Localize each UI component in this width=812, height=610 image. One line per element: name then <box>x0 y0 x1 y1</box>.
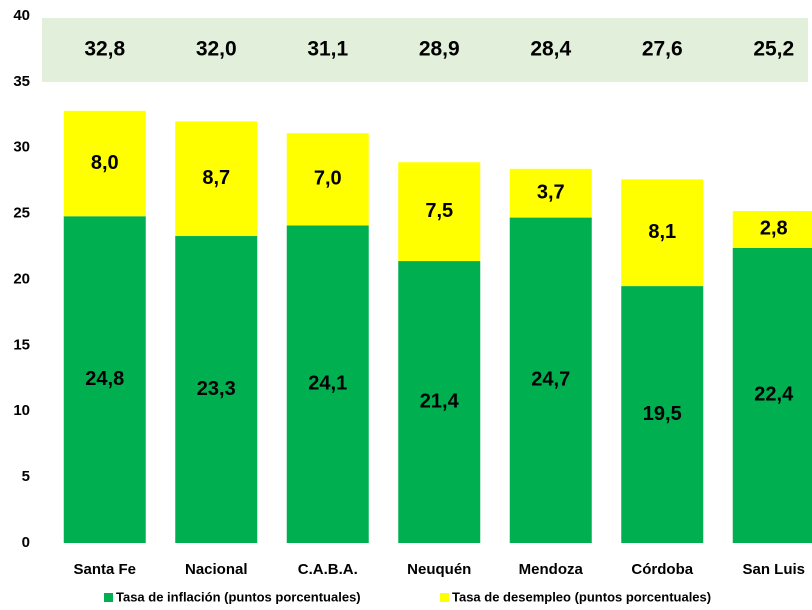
total-label: 28,4 <box>530 38 571 61</box>
y-tick-label: 0 <box>22 534 30 551</box>
bar-segment <box>732 247 812 543</box>
value-label: 7,5 <box>425 200 453 222</box>
bar-segment <box>621 179 704 287</box>
value-label: 23,3 <box>197 378 236 400</box>
total-label: 32,0 <box>196 38 237 61</box>
total-label: 32,8 <box>84 38 125 61</box>
value-label: 24,8 <box>85 368 124 390</box>
x-tick-label: C.A.B.A. <box>298 561 358 578</box>
value-label: 22,4 <box>754 384 794 406</box>
legend-swatch <box>440 593 449 602</box>
bar-segment <box>286 225 369 544</box>
x-tick-label: Nacional <box>185 561 248 578</box>
bar-segment <box>398 261 481 543</box>
value-label: 24,1 <box>308 373 347 395</box>
value-label: 19,5 <box>643 403 682 425</box>
value-label: 21,4 <box>420 390 460 412</box>
bar-segment <box>398 162 481 262</box>
value-label: 2,8 <box>760 218 788 240</box>
bar-segment <box>509 168 592 218</box>
y-tick-label: 35 <box>13 73 30 90</box>
legend-label: Tasa de desempleo (puntos porcentuales) <box>452 589 711 604</box>
x-tick-label: San Luis <box>742 561 805 578</box>
legend-label: Tasa de inflación (puntos porcentuales) <box>116 589 361 604</box>
bar-segment <box>63 216 146 543</box>
total-label: 31,1 <box>307 38 348 61</box>
x-tick-label: Neuquén <box>407 561 471 578</box>
value-label: 24,7 <box>531 369 570 391</box>
value-label: 8,1 <box>648 221 676 243</box>
bar-segment <box>621 286 704 543</box>
bar-segment <box>63 110 146 217</box>
bar-segment <box>175 236 258 543</box>
bar-segment <box>732 210 812 248</box>
value-label: 8,7 <box>202 167 230 189</box>
x-tick-label: Santa Fe <box>73 561 136 578</box>
total-label: 25,2 <box>753 38 794 61</box>
y-tick-label: 15 <box>13 336 30 353</box>
y-tick-label: 25 <box>13 205 30 222</box>
totals-band <box>42 18 808 82</box>
total-label: 27,6 <box>642 38 683 61</box>
x-tick-label: Córdoba <box>631 561 693 578</box>
total-label: 28,9 <box>419 38 460 61</box>
y-tick-label: 20 <box>13 270 30 287</box>
value-label: 7,0 <box>314 168 342 190</box>
y-tick-label: 40 <box>13 7 30 24</box>
x-tick-label: Mendoza <box>519 561 584 578</box>
y-tick-label: 10 <box>13 402 30 419</box>
bar-segment <box>509 217 592 543</box>
bar-segment <box>175 121 258 237</box>
legend-swatch <box>104 593 113 602</box>
value-label: 8,0 <box>91 152 119 174</box>
y-tick-label: 30 <box>13 139 30 156</box>
value-label: 3,7 <box>537 181 565 203</box>
bar-segment <box>286 133 369 226</box>
y-tick-label: 5 <box>22 468 30 485</box>
